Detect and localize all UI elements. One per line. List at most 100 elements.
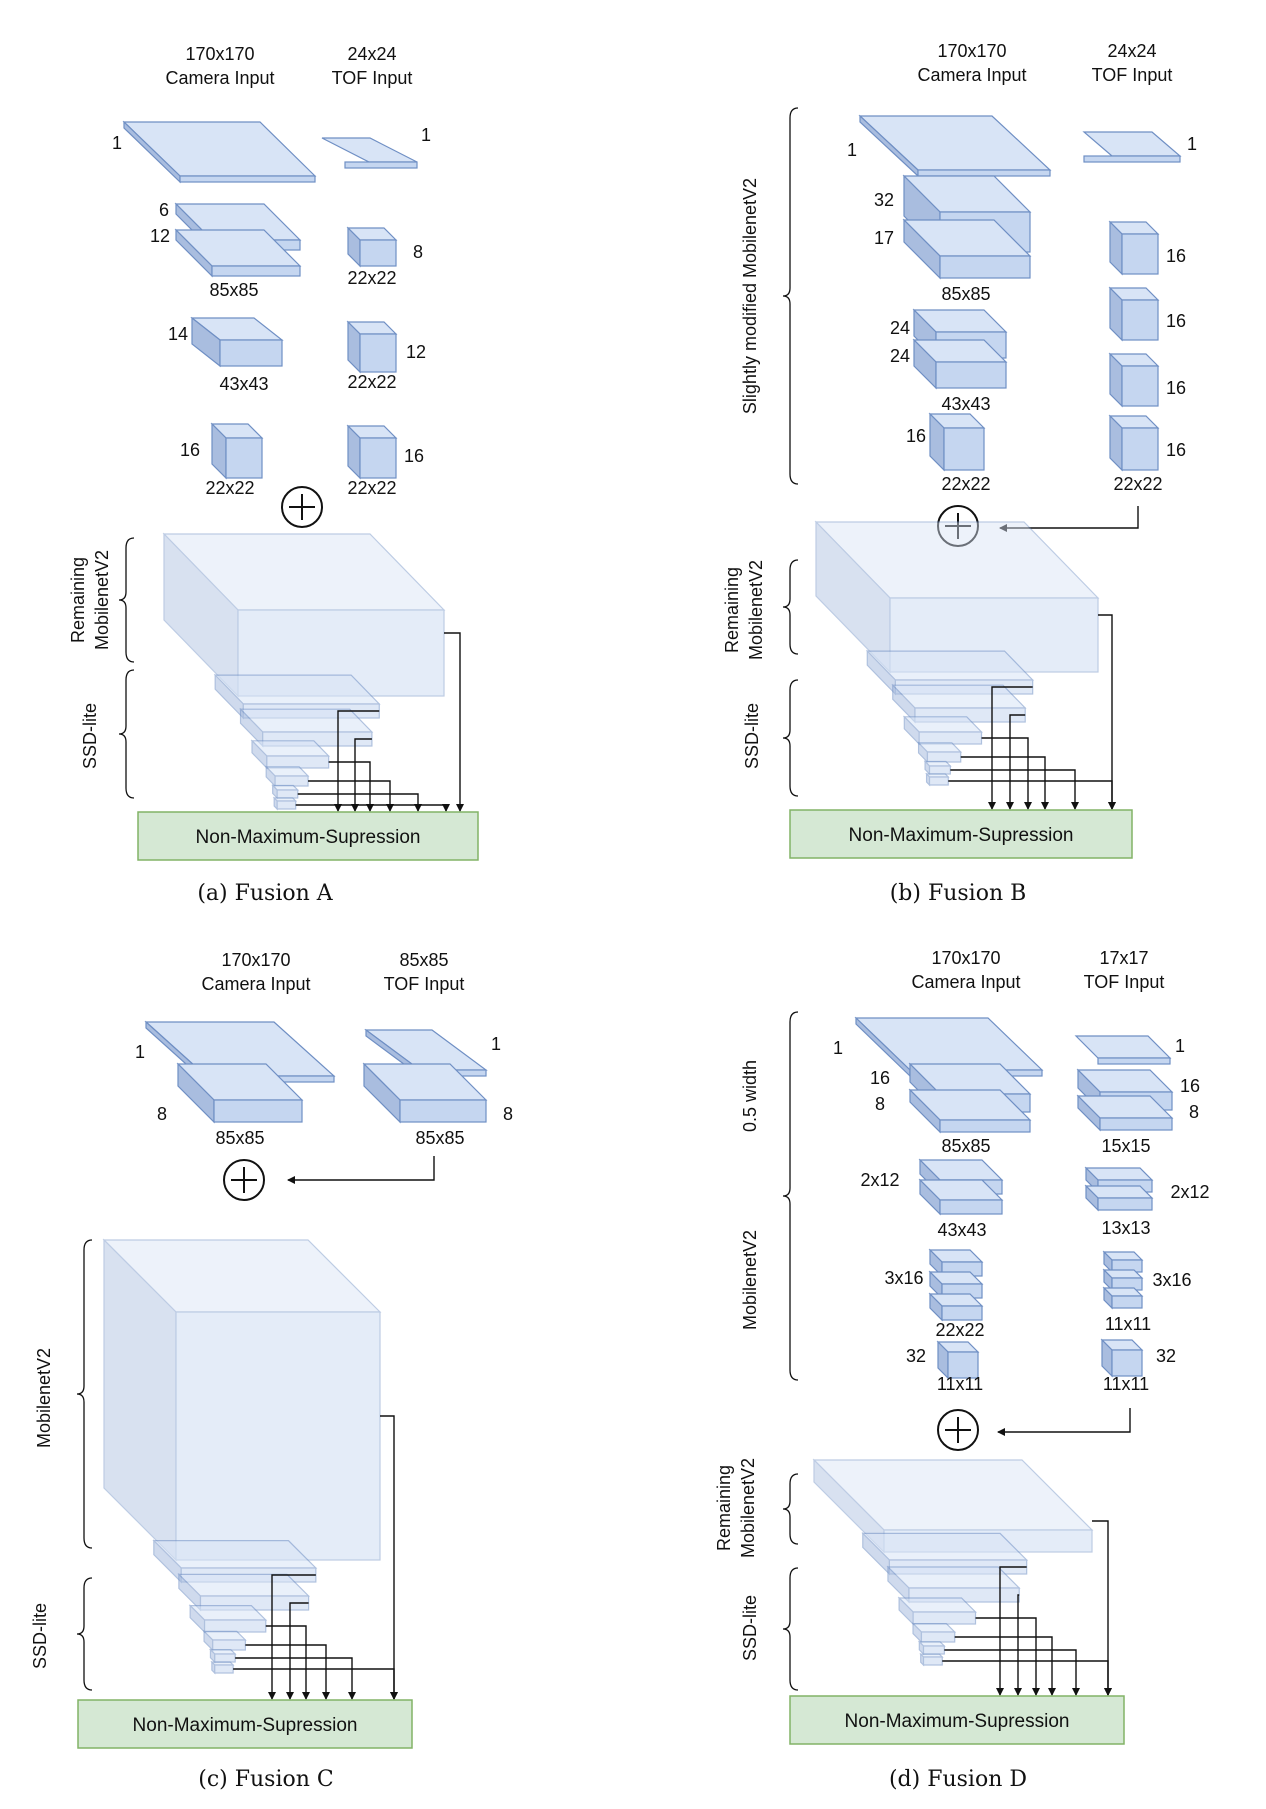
d-ssd-layer-5-front [922, 1656, 943, 1666]
d-label-16-cam: 16 [870, 1068, 890, 1088]
c-ssd-arrow-3 [245, 1644, 330, 1700]
d-brace-mobilenet [782, 1011, 799, 1381]
b-ssd-layer-2 [902, 715, 983, 746]
d-ssd-arrow-2 [975, 1617, 1040, 1696]
d-label-13x13: 13x13 [1101, 1218, 1150, 1238]
d-camera-input-label: 170x170 Camera Input [911, 948, 1020, 992]
b-ssd-layer-3-front [926, 751, 962, 763]
b-tof-fusion-arrow [999, 506, 1139, 532]
a-tof-l1 [346, 226, 398, 268]
d-tof-l4-front [1111, 1349, 1143, 1377]
d-label-tof-ch: 1 [1175, 1036, 1185, 1056]
d-cam-l4 [936, 1340, 980, 1380]
b-caption: (b) Fusion B [890, 881, 1027, 906]
a-remaining-block-side [163, 532, 239, 698]
a-label-22x22-4: 22x22 [347, 478, 396, 498]
a-cam-l2 [190, 316, 284, 368]
c-label-85x85-cam: 85x85 [215, 1128, 264, 1148]
d-ssd-layer-2-front [912, 1611, 977, 1625]
a-label-12: 12 [406, 342, 426, 362]
c-ssd-arrow-2 [265, 1625, 310, 1700]
a-ssd-layer-5-front [276, 800, 297, 810]
c-ssd-arrow-1 [286, 1602, 309, 1700]
b-label-16-b: 16 [1166, 311, 1186, 331]
d-label-11x11-tof-1: 11x11 [1105, 1314, 1151, 1334]
d-cam-l3c-front [941, 1305, 983, 1321]
b-cam-l3 [928, 412, 986, 472]
d-label-2x12-cam: 2x12 [860, 1170, 899, 1190]
a-label-ssd: SSD-lite [80, 703, 100, 769]
d-label-cam-ch: 1 [833, 1038, 843, 1058]
a-label-6: 6 [159, 200, 169, 220]
c-caption: (c) Fusion C [198, 1767, 333, 1792]
a-label-cam-ch: 1 [112, 133, 122, 153]
a-cam-plate-front [179, 175, 316, 183]
b-label-16-a: 16 [1166, 246, 1186, 266]
d-label-85x85: 85x85 [941, 1136, 990, 1156]
d-label-8-tof: 8 [1189, 1102, 1199, 1122]
d-tof-l3c-front [1111, 1295, 1143, 1309]
a-tof-l3 [346, 424, 398, 480]
d-fusion-plus [937, 1409, 979, 1451]
b-cam-l2b [912, 338, 1008, 390]
b-remaining-block [814, 520, 1100, 674]
b-label-32: 32 [874, 190, 894, 210]
a-ssd-layer-4 [271, 783, 300, 800]
d-ssd-arrow-3 [954, 1636, 1056, 1696]
b-label-22x22-tof: 22x22 [1113, 474, 1162, 494]
c-nms-box [77, 1699, 413, 1749]
a-ssd-layer-3-front [274, 775, 309, 787]
a-caption: (a) Fusion A [197, 881, 333, 906]
b-label-cam-ch: 1 [847, 140, 857, 160]
d-tof-l3b [1102, 1268, 1144, 1292]
d-tof-fusion-arrow [997, 1408, 1131, 1436]
b-brace-modified [782, 107, 799, 485]
b-cam-l1b [902, 218, 1032, 280]
b-label-43x43: 43x43 [941, 394, 990, 414]
a-label-tof-ch: 1 [421, 125, 431, 145]
b-tof-l4-front [1121, 427, 1159, 471]
d-caption: (d) Fusion D [889, 1767, 1027, 1792]
a-label-85x85: 85x85 [209, 280, 258, 300]
d-label-half-width: 0.5 width [740, 1060, 760, 1132]
a-label-14: 14 [168, 324, 188, 344]
a-cam-l3 [210, 422, 264, 480]
c-tof-l1-front [399, 1099, 487, 1123]
a-nms-box-label: Non-Maximum-Supression [196, 827, 421, 848]
c-label-tof-ch: 1 [491, 1034, 501, 1054]
c-remaining-block-side [103, 1238, 177, 1562]
b-cam-plate-front [917, 169, 1051, 177]
b-remaining-arrow [1098, 614, 1116, 810]
c-tof-input-label: 85x85 TOF Input [384, 950, 465, 994]
d-label-43x43: 43x43 [937, 1220, 986, 1240]
c-fusion-plus [223, 1159, 265, 1201]
b-camera-input-label: 170x170 Camera Input [917, 41, 1026, 85]
d-ssd-arrow-5 [942, 1660, 1112, 1696]
c-remaining-block-top [102, 1239, 382, 1313]
d-label-15x15: 15x15 [1101, 1136, 1150, 1156]
b-ssd-layer-0-top [865, 650, 1035, 681]
b-label-85x85: 85x85 [941, 284, 990, 304]
c-label-mobilenet: MobilenetV2 [34, 1348, 54, 1448]
a-label-22x22-2: 22x22 [347, 372, 396, 392]
d-ssd-layer-4-front [922, 1645, 945, 1655]
a-camera-input-label: 170x170 Camera Input [165, 44, 274, 88]
d-ssd-layer-0-top [861, 1532, 1029, 1561]
d-label-2x12-tof: 2x12 [1170, 1182, 1209, 1202]
a-label-16-cam: 16 [180, 440, 200, 460]
d-tof-l1b [1076, 1094, 1174, 1132]
c-label-ssd: SSD-lite [30, 1603, 50, 1669]
a-cam-l2-front [219, 339, 283, 367]
d-ssd-arrow-0 [996, 1566, 1027, 1696]
b-label-16-c: 16 [1166, 378, 1186, 398]
b-label-22x22-cam: 22x22 [941, 474, 990, 494]
a-ssd-arrow-0 [334, 710, 380, 812]
c-tof-l1 [362, 1062, 488, 1124]
b-ssd-layer-5-front [928, 776, 949, 786]
c-camera-input-label: 170x170 Camera Input [201, 950, 310, 994]
d-cam-l4-front [947, 1351, 979, 1379]
b-label-ssd: SSD-lite [742, 703, 762, 769]
d-ssd-layer-3-front [920, 1631, 956, 1643]
c-ssd-layer-5-front [214, 1664, 234, 1674]
